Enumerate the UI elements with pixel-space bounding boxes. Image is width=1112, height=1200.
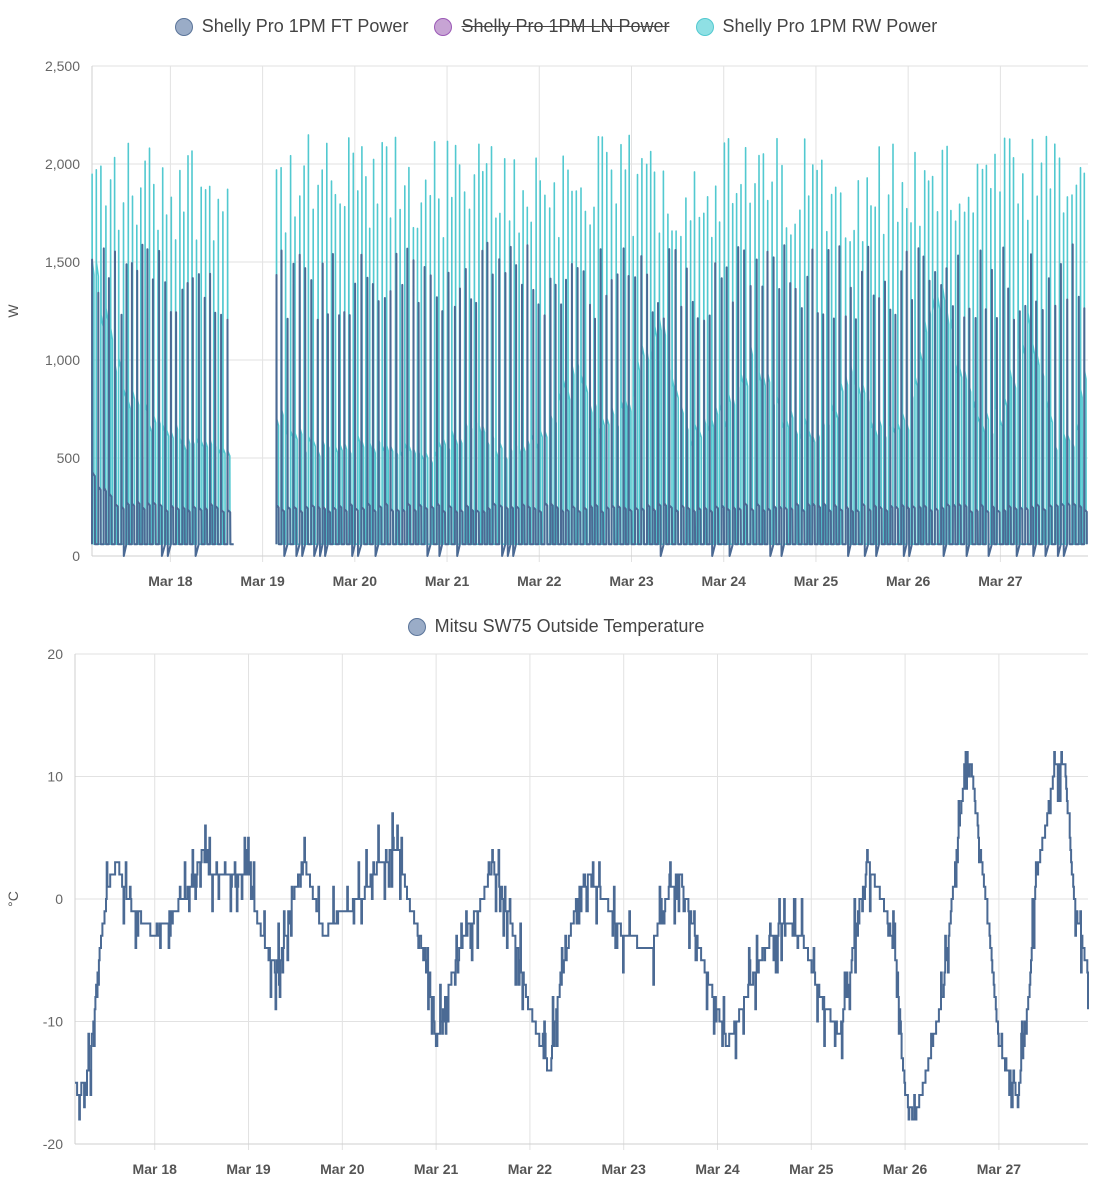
x-tick-label: Mar 22 [508,1161,553,1177]
x-tick-label: Mar 25 [794,573,839,589]
legend-ln-label: Shelly Pro 1PM LN Power [461,16,670,36]
power-plot-area[interactable]: 0 500 1,000 1,500 2,000 2,500 Mar 18 Mar 19 Mar … [0,0,1112,600]
legend-ft-swatch-icon [174,17,193,36]
x-tick-label: Mar 24 [702,573,747,589]
x-tick-label: Mar 24 [695,1161,740,1177]
y-axis-title: °C [5,891,21,907]
legend-outside-temperature[interactable]: Mitsu SW75 Outside Temperature [407,616,705,637]
x-tick-label: Mar 21 [425,573,470,589]
x-tick-label: Mar 20 [333,573,378,589]
temperature-plot-area[interactable]: -20 -10 0 10 20 Mar 18 Mar 19 Mar 20 Mar 21 Mar 2… [0,600,1112,1200]
y-tick-label: 1,000 [45,352,80,368]
x-tick-label: Mar 26 [883,1161,928,1177]
y-tick-label: -20 [43,1136,63,1152]
power-chart: Shelly Pro 1PM FT Power Shelly Pro 1PM L… [0,0,1112,600]
y-tick-label: 10 [47,769,63,785]
y-tick-label: 2,000 [45,156,80,172]
legend-rw-power[interactable]: Shelly Pro 1PM RW Power [695,16,938,37]
legend-ft-label: Shelly Pro 1PM FT Power [201,16,409,36]
x-tick-label: Mar 26 [886,573,931,589]
y-tick-label: 0 [72,548,80,564]
y-tick-label: 0 [55,891,63,907]
y-tick-label: 20 [47,646,63,662]
y-tick-label: 2,500 [45,58,80,74]
legend-ln-power[interactable]: Shelly Pro 1PM LN Power [434,16,670,37]
x-tick-label: Mar 27 [977,1161,1022,1177]
temperature-chart: Mitsu SW75 Outside Temperature -20 -10 0 10… [0,600,1112,1200]
legend-temp-swatch-icon [407,617,426,636]
series-line-ft-power[interactable] [91,241,1088,557]
legend-ln-swatch-icon [434,17,453,36]
x-tick-label: Mar 19 [240,573,285,589]
y-tick-label: 1,500 [45,254,80,270]
x-tick-label: Mar 18 [148,573,193,589]
y-tick-label: -10 [43,1014,63,1030]
series-line-outside-temperature[interactable] [75,751,1089,1121]
legend-temp-label: Mitsu SW75 Outside Temperature [434,616,705,636]
x-tick-label: Mar 25 [789,1161,834,1177]
x-tick-label: Mar 27 [978,573,1023,589]
x-tick-label: Mar 22 [517,573,562,589]
x-tick-label: Mar 23 [609,573,654,589]
legend-rw-label: Shelly Pro 1PM RW Power [722,16,938,36]
legend-ft-power[interactable]: Shelly Pro 1PM FT Power [174,16,409,37]
y-axis-title: W [5,304,21,318]
x-tick-label: Mar 21 [414,1161,459,1177]
x-tick-label: Mar 19 [226,1161,271,1177]
x-tick-label: Mar 20 [320,1161,365,1177]
x-tick-label: Mar 18 [133,1161,178,1177]
power-legend: Shelly Pro 1PM FT Power Shelly Pro 1PM L… [0,16,1112,37]
x-tick-label: Mar 23 [602,1161,647,1177]
y-tick-label: 500 [57,450,81,466]
legend-rw-swatch-icon [695,17,714,36]
temperature-legend: Mitsu SW75 Outside Temperature [0,616,1112,637]
